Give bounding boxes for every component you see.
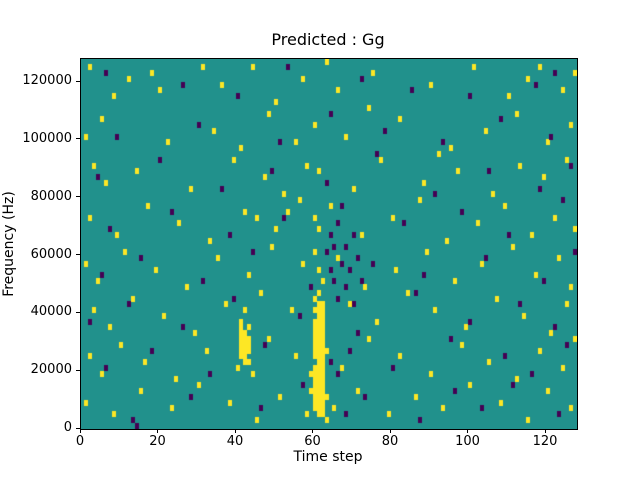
plot-area xyxy=(80,58,578,430)
x-tick-label: 120 xyxy=(532,434,558,449)
y-tick-label: 80000 xyxy=(30,188,72,204)
y-tick-label: 20000 xyxy=(30,362,72,378)
y-tick-label: 40000 xyxy=(30,304,72,320)
heatmap-canvas xyxy=(81,59,577,429)
chart-title: Predicted : Gg xyxy=(271,30,385,49)
x-tick-label: 40 xyxy=(226,434,244,449)
y-tick-mark xyxy=(76,369,80,371)
x-tick-label: 0 xyxy=(75,434,85,449)
y-tick-mark xyxy=(76,427,80,429)
x-tick-mark xyxy=(544,429,546,433)
x-tick-label: 20 xyxy=(149,434,166,449)
x-tick-mark xyxy=(79,429,81,433)
y-tick-mark xyxy=(76,80,80,82)
x-tick-mark xyxy=(312,429,313,433)
x-tick-label: 100 xyxy=(455,434,480,449)
y-tick-label: 100000 xyxy=(22,130,72,146)
y-tick-label: 0 xyxy=(63,420,72,435)
x-tick-mark xyxy=(389,429,391,433)
y-axis-label: Frequency (Hz) xyxy=(1,191,17,297)
x-tick-mark xyxy=(234,429,236,433)
y-tick-mark xyxy=(76,254,80,256)
y-tick-label: 60000 xyxy=(30,246,72,262)
y-tick-mark xyxy=(76,138,80,140)
x-tick-label: 80 xyxy=(381,434,399,449)
x-tick-label: 60 xyxy=(304,434,321,449)
x-tick-mark xyxy=(467,429,468,433)
x-tick-mark xyxy=(157,429,158,433)
y-tick-mark xyxy=(76,311,80,313)
y-tick-mark xyxy=(76,196,80,198)
x-axis-label: Time step xyxy=(293,449,363,465)
y-tick-label: 120000 xyxy=(22,73,72,89)
